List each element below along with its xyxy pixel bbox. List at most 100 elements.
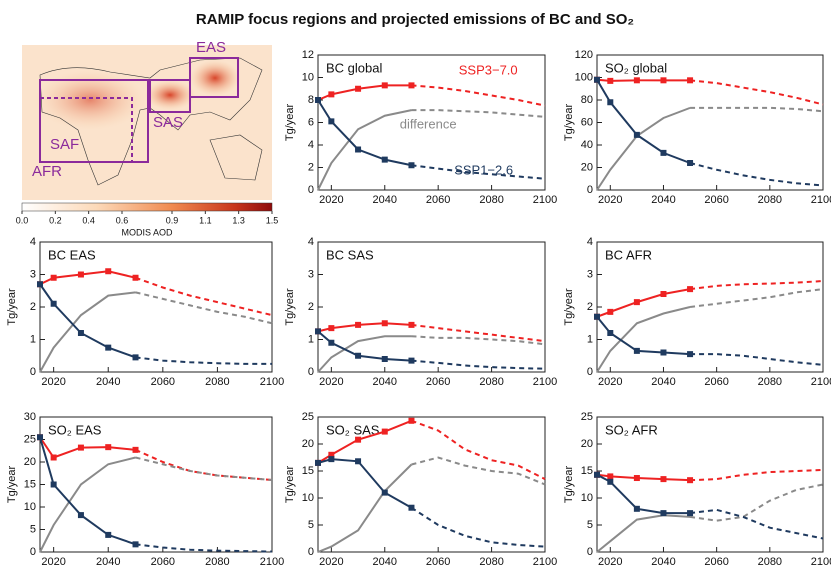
marker: [634, 506, 640, 512]
y-tick-label: 8: [308, 94, 314, 106]
series-line: [136, 292, 272, 323]
y-tick-label: 4: [587, 236, 593, 248]
marker: [355, 147, 361, 153]
marker: [382, 490, 388, 496]
x-tick-label: 2020: [319, 376, 343, 388]
series-line: [40, 458, 136, 553]
marker: [660, 510, 666, 516]
marker: [133, 275, 139, 281]
marker: [634, 299, 640, 305]
marker: [594, 314, 600, 320]
y-tick-label: 15: [24, 478, 36, 490]
marker: [328, 91, 334, 97]
y-tick-label: 0: [587, 184, 593, 196]
y-tick-label: 15: [302, 465, 314, 477]
marker: [78, 512, 84, 518]
marker: [408, 358, 414, 364]
series-label: SSP1−2.6: [454, 163, 513, 178]
y-tick-label: 15: [581, 465, 593, 477]
x-tick-label: 2040: [96, 376, 120, 388]
marker: [355, 458, 361, 464]
y-tick-label: 10: [302, 71, 314, 83]
colorbar-tick-label: 1.5: [266, 215, 279, 225]
x-tick-label: 2040: [651, 556, 675, 568]
x-tick-label: 2060: [704, 556, 728, 568]
y-tick-label: 25: [24, 433, 36, 445]
series-line: [690, 80, 823, 104]
y-axis-label: Tg/year: [284, 466, 296, 504]
marker: [687, 286, 693, 292]
colorbar-label: MODIS AOD: [121, 227, 173, 237]
x-tick-label: 2100: [533, 194, 557, 206]
colorbar-tick-label: 1.1: [199, 215, 212, 225]
marker: [660, 291, 666, 297]
y-tick-label: 20: [24, 456, 36, 468]
y-tick-label: 60: [581, 116, 593, 128]
y-tick-label: 1: [587, 333, 593, 345]
x-tick-label: 2060: [704, 376, 728, 388]
marker: [355, 322, 361, 328]
marker: [382, 82, 388, 88]
x-tick-label: 2080: [205, 376, 229, 388]
panel-title: BC AFR: [605, 247, 652, 262]
series-line: [136, 450, 272, 480]
marker: [607, 479, 613, 485]
y-tick-label: 0: [587, 366, 593, 378]
series-label: difference: [400, 117, 457, 132]
series-label: SSP3−7.0: [459, 63, 518, 78]
marker: [105, 532, 111, 538]
marker: [133, 447, 139, 453]
marker: [408, 322, 414, 328]
marker: [607, 78, 613, 84]
panel: 0123420202040206020802100Tg/yearBC SAS: [284, 236, 557, 388]
colorbar-tick-label: 0.9: [166, 215, 179, 225]
marker: [408, 82, 414, 88]
marker: [607, 330, 613, 336]
y-tick-label: 120: [575, 49, 593, 61]
y-tick-label: 5: [308, 519, 314, 531]
marker: [355, 86, 361, 92]
marker: [78, 330, 84, 336]
colorbar-tick-label: 0.2: [49, 215, 62, 225]
marker: [105, 444, 111, 450]
marker: [328, 456, 334, 462]
x-tick-label: 2060: [704, 194, 728, 206]
y-tick-label: 30: [24, 411, 36, 423]
marker: [607, 473, 613, 479]
marker: [78, 272, 84, 278]
series-line: [597, 108, 690, 190]
series-line: [40, 437, 136, 457]
y-tick-label: 1: [30, 333, 36, 345]
x-tick-label: 2020: [598, 556, 622, 568]
series-line: [411, 336, 545, 344]
x-tick-label: 2040: [373, 556, 397, 568]
y-tick-label: 100: [575, 71, 593, 83]
y-tick-label: 20: [581, 438, 593, 450]
colorbar-tick-label: 1.3: [232, 215, 245, 225]
series-line: [690, 510, 823, 539]
y-tick-label: 12: [302, 49, 314, 61]
x-tick-label: 2040: [651, 376, 675, 388]
x-tick-label: 2080: [479, 556, 503, 568]
marker: [660, 150, 666, 156]
panel-title: SO₂ AFR: [605, 422, 658, 437]
series-line: [411, 421, 545, 479]
marker: [133, 541, 139, 547]
series-line: [597, 307, 690, 372]
figure-title: RAMIP focus regions and projected emissi…: [196, 11, 634, 28]
x-tick-label: 2020: [41, 376, 65, 388]
colorbar: [22, 203, 272, 211]
marker: [634, 475, 640, 481]
y-tick-label: 80: [581, 94, 593, 106]
x-tick-label: 2080: [758, 194, 782, 206]
marker: [105, 345, 111, 351]
x-tick-label: 2060: [426, 194, 450, 206]
panel-title: BC EAS: [48, 247, 96, 262]
y-tick-label: 0: [30, 546, 36, 558]
x-tick-label: 2080: [205, 556, 229, 568]
y-tick-label: 0: [30, 366, 36, 378]
marker: [382, 157, 388, 163]
y-axis-label: Tg/year: [563, 288, 575, 326]
marker: [382, 429, 388, 435]
